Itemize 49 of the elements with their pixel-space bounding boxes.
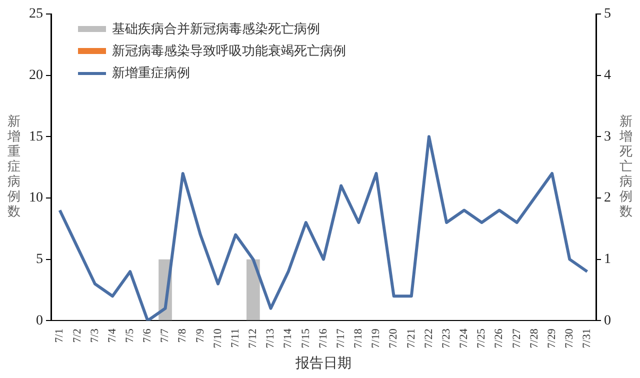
x-tick-label: 7/31	[581, 328, 594, 348]
x-axis-title: 报告日期	[294, 355, 352, 372]
x-tick-label: 7/3	[88, 328, 101, 343]
y2-tick-label: 2	[604, 190, 611, 206]
x-tick-label: 7/12	[247, 328, 260, 348]
x-tick-label: 7/21	[405, 328, 418, 348]
x-tick-label: 7/6	[142, 328, 154, 343]
x-tick-label: 7/24	[458, 328, 470, 348]
x-tick-label: 7/25	[476, 328, 488, 348]
x-tick-label: 7/27	[510, 328, 523, 348]
x-tick-label: 7/2	[71, 328, 84, 343]
y-tick-label: 0	[36, 313, 43, 328]
x-tick-label: 7/8	[176, 328, 189, 343]
x-tick-label: 7/9	[194, 328, 206, 343]
x-tick-label: 7/19	[370, 328, 382, 348]
legend-label: 基础疾病合并新冠病毒感染死亡病例	[111, 20, 321, 38]
x-tick-label: 7/26	[493, 328, 506, 348]
x-tick-label: 7/14	[282, 328, 294, 348]
x-tick-label: 7/18	[352, 328, 365, 348]
y2-tick-label: 1	[604, 252, 611, 267]
x-tick-label: 7/5	[124, 328, 136, 343]
y2-tick-label: 3	[604, 129, 611, 144]
x-tick-label: 7/28	[528, 328, 540, 348]
y2-tick-label: 5	[604, 6, 611, 22]
x-tick-label: 7/22	[422, 328, 435, 348]
legend-label: 新冠病毒感染导致呼吸功能衰竭死亡病例	[111, 42, 346, 60]
x-tick-label: 7/7	[159, 328, 172, 343]
y-tick-label: 5	[36, 252, 43, 267]
y-tick-label: 25	[29, 6, 43, 22]
x-tick-label: 7/10	[212, 328, 224, 348]
x-tick-label: 7/4	[106, 328, 118, 343]
y-tick-label: 10	[29, 190, 43, 206]
x-tick-label: 7/15	[300, 328, 312, 348]
x-tick-label: 7/1	[54, 328, 66, 343]
x-tick-label: 7/17	[334, 328, 347, 348]
y-tick-label: 15	[29, 129, 43, 144]
x-tick-label: 7/30	[564, 328, 576, 348]
y2-axis-title: 新增死亡病例数	[618, 114, 632, 219]
y2-tick-label: 0	[604, 313, 611, 328]
legend-label: 新增重症病例	[111, 64, 191, 82]
x-tick-label: 7/16	[317, 328, 330, 348]
x-tick-label: 7/13	[264, 328, 277, 348]
x-tick-label: 7/23	[440, 328, 452, 348]
y-tick-label: 20	[29, 68, 43, 83]
x-tick-label: 7/11	[229, 328, 242, 348]
x-tick-label: 7/29	[546, 328, 558, 348]
x-tick-label: 7/20	[388, 328, 400, 348]
y-axis-title: 新增重症病例数	[6, 114, 20, 219]
y2-tick-label: 4	[604, 68, 611, 83]
